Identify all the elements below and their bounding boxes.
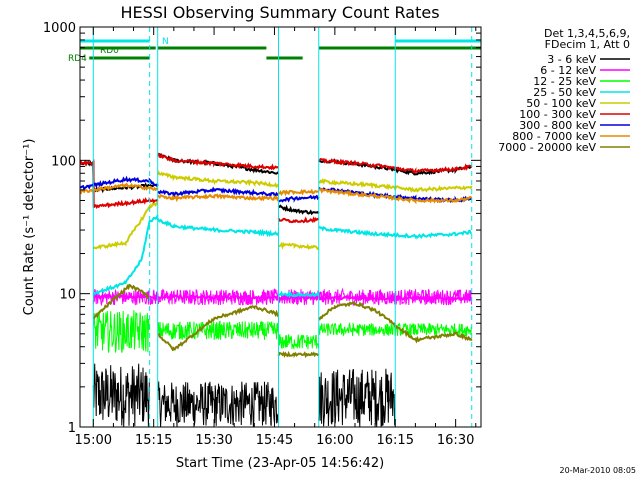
legend-header-0: Det 1,3,4,5,6,9, [544, 27, 630, 40]
observing-flags: N RD0 RD4 [68, 37, 481, 64]
series-2-noise-1 [157, 320, 279, 341]
legend-label-0: 3 - 6 keV [547, 53, 596, 66]
flag-n-label: N [162, 37, 169, 47]
y-tick-label-1: 10 [59, 288, 76, 303]
series-8 [92, 283, 473, 359]
series-0-noise-1 [157, 381, 279, 427]
series-5-segment-1 [157, 152, 279, 171]
legend-label-3: 25 - 50 keV [533, 86, 596, 99]
series-1 [92, 287, 473, 307]
y-tick-label-2: 100 [51, 154, 76, 169]
x-tick-label-3: 15:45 [256, 433, 293, 448]
series-3-segment-2 [277, 290, 320, 299]
series-0-segment-1 [157, 152, 280, 175]
y-axis-label: Count Rate (s⁻¹ detector⁻¹) [22, 139, 37, 316]
x-tick-label-0: 15:00 [75, 433, 112, 448]
axes: 15:00 15:15 15:30 15:45 16:00 16:15 16:30 1 10 10… [43, 21, 481, 448]
legend-header-1: FDecim 1, Att 0 [545, 38, 630, 51]
legend-label-2: 12 - 25 keV [533, 75, 596, 88]
legend-label-6: 300 - 800 keV [519, 119, 596, 132]
series-6-segment-2 [278, 194, 320, 203]
series-0-noise-2 [318, 368, 396, 427]
series-8-segment-0 [92, 283, 151, 320]
x-tick-label-2: 15:30 [195, 433, 232, 448]
x-tick-label-5: 16:15 [377, 433, 414, 448]
series-4-segment-0 [92, 202, 158, 250]
y-tick-label-0: 1 [68, 421, 76, 436]
series-0-segment-2 [277, 204, 320, 216]
plot-frame [79, 26, 482, 428]
series-8-segment-2 [277, 350, 319, 359]
series-4-segment-2 [277, 241, 320, 251]
legend-label-5: 100 - 300 keV [519, 108, 596, 121]
legend-label-7: 800 - 7000 keV [512, 130, 596, 143]
series-3-segment-1 [156, 218, 280, 238]
series-2-noise-0 [92, 310, 150, 353]
legend-label-4: 50 - 100 keV [526, 97, 596, 110]
x-tick-label-1: 15:15 [135, 433, 172, 448]
series-7-segment-1 [157, 193, 280, 203]
series-1-segment-0 [93, 293, 472, 303]
flag-rd0-label: RD0 [100, 46, 119, 56]
flag-rd4-label: RD4 [68, 54, 87, 64]
x-tick-label-6: 16:30 [437, 433, 474, 448]
legend: Det 1,3,4,5,6,9,FDecim 1, Att 0 3 - 6 keV… [498, 27, 630, 154]
series-layer [80, 152, 473, 427]
legend-label-1: 6 - 12 keV [540, 64, 596, 77]
timestamp: 20-Mar-2010 08:05 [560, 466, 637, 475]
x-axis-label: Start Time (23-Apr-05 14:56:42) [176, 456, 384, 471]
series-8-segment-1 [157, 305, 280, 352]
y-tick-label-3: 1000 [43, 21, 76, 36]
series-2-noise-2 [278, 334, 320, 351]
series-3-segment-0 [92, 214, 159, 296]
chart-title: HESSI Observing Summary Count Rates [120, 3, 439, 22]
legend-label-8: 7000 - 20000 keV [498, 141, 596, 154]
vertical-markers [92, 27, 473, 427]
series-8-segment-3 [317, 301, 473, 344]
series-5-segment-2 [277, 216, 320, 224]
x-tick-label-4: 16:00 [316, 433, 353, 448]
series-0-noise-0 [92, 363, 150, 427]
series-4-segment-1 [156, 170, 280, 189]
series-7-segment-2 [278, 188, 320, 197]
series-6-segment-1 [157, 186, 279, 198]
